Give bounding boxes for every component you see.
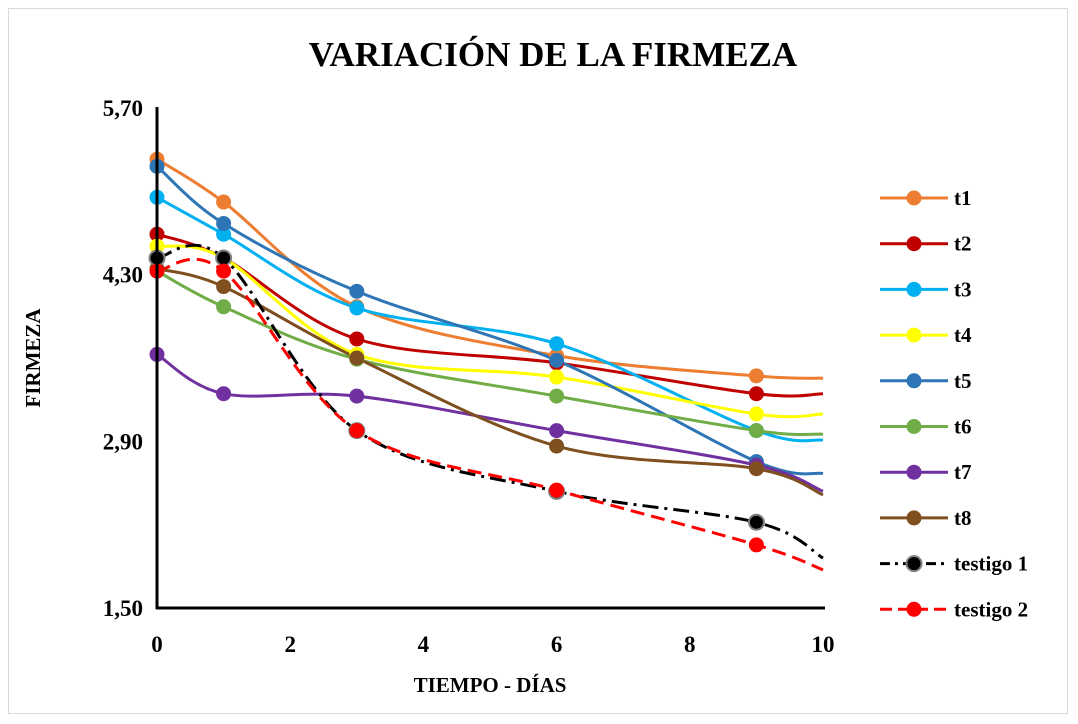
x-tick-labels: 0 2 4 6 8 10 [151, 632, 834, 657]
data-point-s8-p4 [549, 438, 565, 454]
data-point-s1-p5 [748, 368, 764, 384]
data-point-s3-p4 [549, 336, 565, 352]
axes [155, 107, 825, 610]
series-lines [156, 157, 824, 572]
data-point-s9-p2 [215, 249, 233, 267]
y-tick-label-2: 2,90 [103, 429, 143, 454]
chart-title: VARIACIÓN DE LA FIRMEZA [309, 34, 798, 74]
legend-marker-8 [906, 510, 922, 526]
x-tick-label-2: 2 [284, 632, 296, 657]
data-point-s6-p5 [748, 423, 764, 439]
series-line-3 [156, 195, 824, 443]
y-tick-label-1: 1,50 [103, 596, 143, 621]
legend-label-8: t8 [954, 506, 972, 530]
data-point-s8-p5 [748, 461, 764, 477]
legend-marker-10 [906, 601, 922, 617]
data-point-s2-p5 [748, 386, 764, 402]
legend-item-8: t8 [880, 506, 972, 530]
data-point-s5-p2 [216, 215, 232, 231]
data-point-s4-p5 [748, 406, 764, 422]
legend-label-4: t4 [954, 323, 972, 347]
x-tick-label-3: 4 [418, 632, 430, 657]
data-point-s10-p2 [216, 263, 232, 279]
x-tick-label-6: 10 [812, 632, 835, 657]
legend-label-10: testigo 2 [954, 597, 1028, 621]
legend-marker-3 [906, 281, 922, 297]
y-tick-label-3: 4,30 [103, 263, 143, 288]
legend-item-5: t5 [880, 369, 972, 393]
legend-item-4: t4 [880, 323, 972, 347]
legend-label-6: t6 [954, 415, 972, 439]
legend-marker-7 [906, 464, 922, 480]
legend-item-9: testigo 1 [880, 552, 1028, 576]
legend: t1 t2 t3 t4 t5 t6 t7 t8 testigo 1 testigo 2 [880, 186, 1028, 621]
data-point-s1-p2 [216, 194, 232, 210]
legend-label-9: testigo 1 [954, 552, 1028, 576]
x-tick-label-1: 0 [151, 632, 163, 657]
legend-label-1: t1 [954, 186, 972, 210]
data-point-s10-p4 [549, 482, 565, 498]
series-line-9 [156, 243, 824, 560]
x-tick-label-4: 6 [551, 632, 563, 657]
legend-item-10: testigo 2 [880, 597, 1028, 621]
legend-label-2: t2 [954, 232, 972, 256]
data-point-s6-p2 [216, 299, 232, 315]
data-point-s10-p3 [349, 423, 365, 439]
series-markers [148, 151, 765, 553]
x-tick-label-5: 8 [684, 632, 696, 657]
legend-item-3: t3 [880, 277, 972, 301]
y-axis-title: FIRMEZA [21, 308, 45, 408]
data-point-s7-p4 [549, 423, 565, 439]
data-point-s8-p3 [349, 350, 365, 366]
series-line-5 [156, 165, 824, 476]
data-point-s9-p5 [747, 513, 765, 531]
data-point-s7-p2 [216, 386, 232, 402]
legend-item-7: t7 [880, 460, 972, 484]
y-tick-labels: 1,50 2,90 4,30 5,70 [103, 96, 143, 621]
legend-item-6: t6 [880, 415, 972, 439]
legend-marker-2 [906, 236, 922, 252]
legend-marker-1 [906, 190, 922, 206]
series-line-6 [156, 269, 824, 437]
data-point-s3-p3 [349, 300, 365, 316]
legend-label-5: t5 [954, 369, 972, 393]
series-line-1 [156, 157, 824, 380]
legend-item-2: t2 [880, 232, 972, 256]
legend-label-3: t3 [954, 277, 972, 301]
legend-marker-5 [906, 373, 922, 389]
x-axis-title: TIEMPO - DÍAS [414, 673, 567, 697]
legend-marker-4 [906, 327, 922, 343]
legend-item-1: t1 [880, 186, 972, 210]
data-point-s10-p5 [748, 537, 764, 553]
legend-label-7: t7 [954, 460, 972, 484]
data-point-s6-p4 [549, 388, 565, 404]
y-tick-label-4: 5,70 [103, 96, 143, 121]
data-point-s4-p4 [549, 369, 565, 385]
data-point-s5-p3 [349, 283, 365, 299]
legend-marker-6 [906, 419, 922, 434]
data-point-s8-p2 [216, 279, 232, 295]
series-line-10 [156, 257, 824, 572]
legend-marker-9 [905, 555, 923, 573]
data-point-s2-p3 [349, 331, 365, 347]
data-point-s3-p2 [216, 226, 232, 242]
data-point-s5-p4 [549, 352, 565, 368]
data-point-s7-p3 [349, 388, 365, 404]
